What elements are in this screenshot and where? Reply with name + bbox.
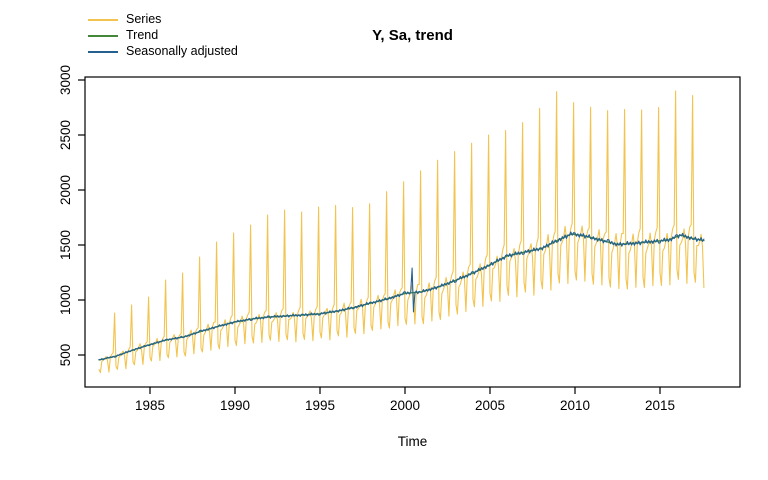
series-line [98,90,705,374]
series-line-swatch [88,18,118,21]
seasonally-adjusted-line [98,231,705,361]
y-tick-label: 1000 [58,285,73,315]
trend-line [98,233,705,361]
plot-border [84,76,741,388]
x-tick-label: 2000 [390,398,420,413]
x-tick-label: 2015 [645,398,675,413]
y-tick-label: 3000 [58,65,73,95]
sa-line-swatch [88,50,118,53]
legend-label-seasonally-adjusted: Seasonally adjusted [126,44,238,58]
y-tick-label: 500 [58,344,73,367]
y-tick-label: 2500 [58,120,73,150]
chart-legend: Series Trend Seasonally adjusted [88,13,238,58]
x-tick-label: 2010 [560,398,590,413]
x-axis-title: Time [397,434,428,449]
legend-label-series: Series [126,12,162,26]
chart-title: Y, Sa, trend [372,27,453,44]
legend-item-series: Series [88,13,238,26]
legend-item-seasonally-adjusted: Seasonally adjusted [88,45,238,58]
x-tick-label: 2005 [475,398,505,413]
legend-item-trend: Trend [88,29,238,42]
x-tick-label: 1990 [220,398,250,413]
y-tick-label: 1500 [58,230,73,260]
x-tick-label: 1995 [305,398,335,413]
x-tick-label: 1985 [135,398,165,413]
y-tick-label: 2000 [58,175,73,205]
legend-label-trend: Trend [126,28,159,42]
trend-line-swatch [88,34,118,37]
